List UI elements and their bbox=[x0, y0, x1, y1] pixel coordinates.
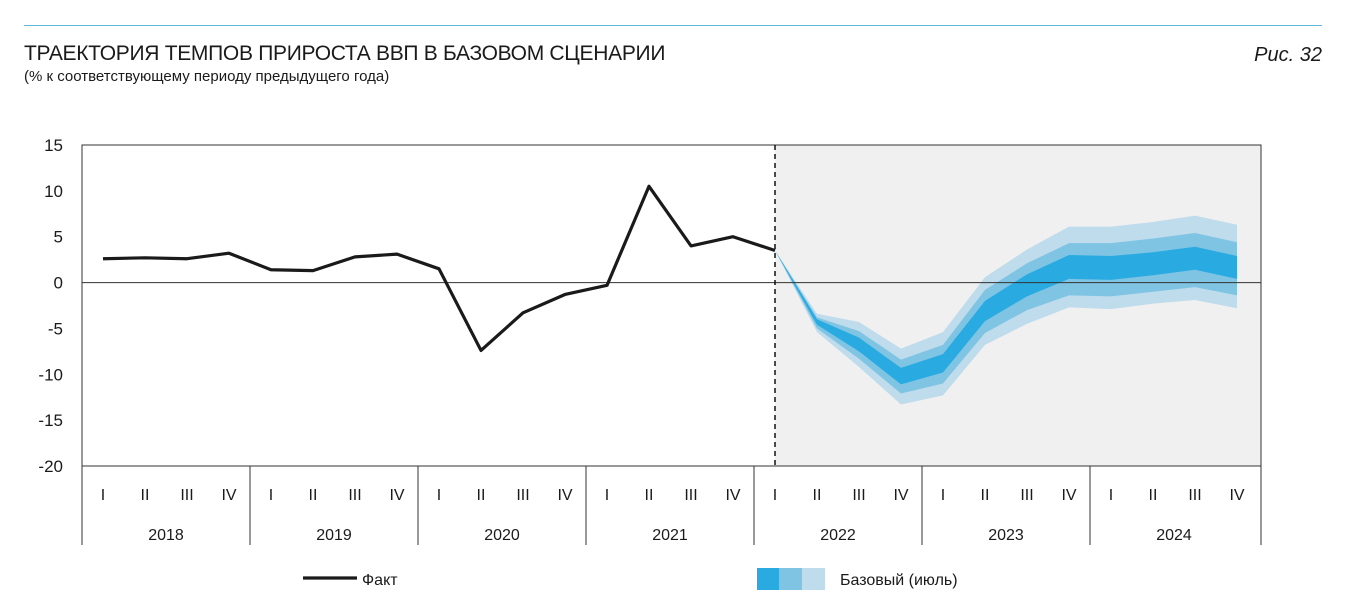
x-quarter-label: IV bbox=[389, 487, 404, 504]
x-quarter-label: III bbox=[1020, 487, 1033, 504]
y-tick-label: -10 bbox=[38, 365, 63, 384]
x-quarter-label: IV bbox=[557, 487, 572, 504]
legend-band-label: Базовый (июль) bbox=[840, 572, 958, 589]
x-year-label: 2019 bbox=[316, 527, 352, 544]
top-rule bbox=[24, 25, 1322, 26]
x-year-label: 2021 bbox=[652, 527, 688, 544]
band-inner bbox=[775, 246, 1237, 385]
x-quarter-label: I bbox=[269, 487, 273, 504]
x-year-label: 2022 bbox=[820, 527, 856, 544]
x-quarter-label: IV bbox=[893, 487, 908, 504]
y-tick-label: 0 bbox=[54, 274, 63, 293]
x-quarter-label: IV bbox=[1229, 487, 1244, 504]
y-tick-label: -5 bbox=[48, 319, 63, 338]
x-quarter-label: II bbox=[477, 487, 486, 504]
x-year-label: 2024 bbox=[1156, 527, 1192, 544]
x-year-label: 2018 bbox=[148, 527, 184, 544]
x-quarter-label: II bbox=[645, 487, 654, 504]
x-year-label: 2020 bbox=[484, 527, 520, 544]
x-quarter-label: I bbox=[101, 487, 105, 504]
x-year-label: 2023 bbox=[988, 527, 1024, 544]
fact-line bbox=[102, 184, 776, 353]
y-tick-label: 10 bbox=[44, 182, 63, 201]
y-tick-label: 5 bbox=[54, 228, 63, 247]
x-quarter-label: II bbox=[981, 487, 990, 504]
x-quarter-label: III bbox=[684, 487, 697, 504]
figure-label: Рис. 32 bbox=[1254, 44, 1322, 66]
chart-subtitle: (% к соответствующему периоду предыдущег… bbox=[24, 68, 390, 85]
legend-band-mid-swatch bbox=[779, 568, 802, 590]
x-quarter-label: III bbox=[516, 487, 529, 504]
legend-band-inner-swatch bbox=[757, 568, 779, 590]
x-quarter-label: II bbox=[309, 487, 318, 504]
chart-title: ТРАЕКТОРИЯ ТЕМПОВ ПРИРОСТА ВВП В БАЗОВОМ… bbox=[24, 42, 666, 65]
x-quarter-label: IV bbox=[725, 487, 740, 504]
legend-band-outer-swatch bbox=[802, 568, 825, 590]
y-tick-label: -15 bbox=[38, 411, 63, 430]
y-tick-label: 15 bbox=[44, 136, 63, 155]
plot-frame bbox=[81, 144, 1262, 467]
legend-fact-label: Факт bbox=[362, 572, 398, 589]
x-quarter-label: III bbox=[180, 487, 193, 504]
x-quarter-label: III bbox=[348, 487, 361, 504]
x-quarter-label: I bbox=[941, 487, 945, 504]
x-quarter-label: I bbox=[437, 487, 441, 504]
x-quarter-label: I bbox=[773, 487, 777, 504]
x-quarter-label: III bbox=[1188, 487, 1201, 504]
x-quarter-label: IV bbox=[221, 487, 236, 504]
x-quarter-label: I bbox=[1109, 487, 1113, 504]
x-quarter-label: II bbox=[813, 487, 822, 504]
x-quarter-label: I bbox=[605, 487, 609, 504]
x-quarter-label: III bbox=[852, 487, 865, 504]
x-quarter-label: II bbox=[1149, 487, 1158, 504]
x-quarter-label: IV bbox=[1061, 487, 1076, 504]
y-tick-label: -20 bbox=[38, 457, 63, 476]
x-quarter-label: II bbox=[141, 487, 150, 504]
